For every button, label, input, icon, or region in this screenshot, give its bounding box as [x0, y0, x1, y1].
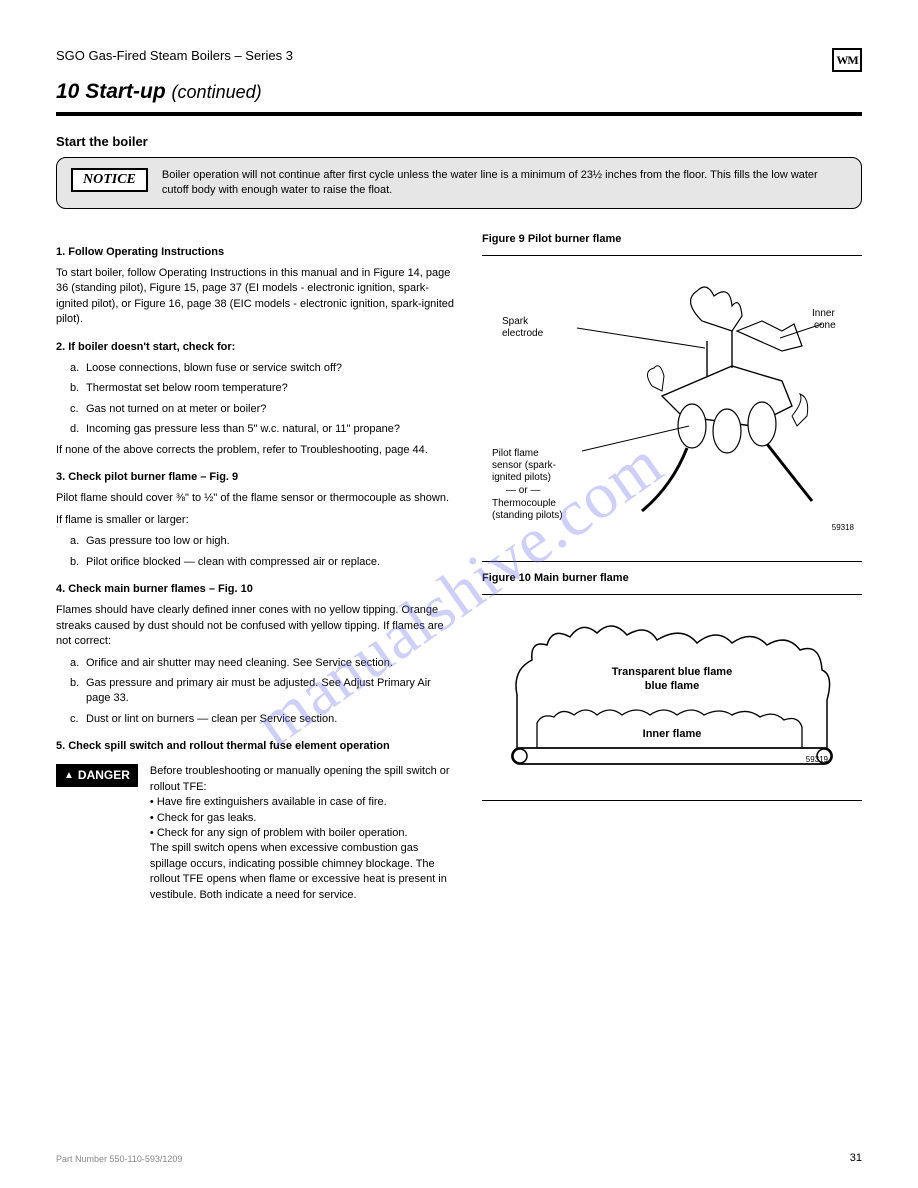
fig-rule	[482, 561, 862, 562]
notice-label: NOTICE	[71, 168, 148, 192]
fig9-label-sensor: Pilot flame	[492, 448, 539, 459]
step1-heading: 1. Follow Operating Instructions	[56, 245, 458, 260]
figure-9: Figure 9 Pilot burner flame	[482, 233, 862, 562]
step3-body1: Pilot flame should cover ⅜" to ½" of the…	[56, 491, 458, 506]
fig10-label-outer: Transparent blue flame	[612, 666, 732, 678]
svg-text:Thermocouple: Thermocouple	[492, 498, 556, 509]
svg-text:cone: cone	[814, 320, 836, 331]
figure-10: Figure 10 Main burner flame Transparent …	[482, 572, 862, 801]
step3-list: a.Gas pressure too low or high. b.Pilot …	[70, 534, 458, 570]
fig-rule	[482, 594, 862, 595]
list-item: a.Orifice and air shutter may need clean…	[70, 656, 458, 671]
step4-heading: 4. Check main burner flames – Fig. 10	[56, 582, 458, 597]
danger-box: DANGER Before troubleshooting or manuall…	[56, 764, 458, 909]
fig9-label-spark: Spark	[502, 316, 529, 327]
figure9-illustration: Spark electrode Inner cone Pilot flame s…	[482, 266, 862, 546]
figure9-caption: Figure 9 Pilot burner flame	[482, 233, 862, 245]
list-item: a.Gas pressure too low or high.	[70, 534, 458, 549]
right-column: Figure 9 Pilot burner flame	[482, 233, 862, 909]
list-item: c.Dust or lint on burners — clean per Se…	[70, 712, 458, 727]
step2-heading: 2. If boiler doesn't start, check for:	[56, 340, 458, 355]
fig-rule	[482, 255, 862, 256]
notice-box: NOTICE Boiler operation will not continu…	[56, 157, 862, 209]
step5-heading: 5. Check spill switch and rollout therma…	[56, 739, 458, 754]
step4-body: Flames should have clearly defined inner…	[56, 603, 458, 649]
svg-text:electrode: electrode	[502, 328, 544, 339]
danger-label: DANGER	[56, 764, 138, 787]
step1-text: To start boiler, follow Operating Instru…	[56, 266, 458, 328]
svg-text:ignited pilots): ignited pilots)	[492, 472, 551, 483]
figure10-illustration: Transparent blue flame blue flame Inner …	[482, 605, 862, 785]
step3-body2: If flame is smaller or larger:	[56, 513, 458, 528]
page-number: 31	[850, 1152, 862, 1164]
svg-text:sensor (spark-: sensor (spark-	[492, 460, 556, 471]
svg-text:(standing pilots): (standing pilots)	[492, 510, 563, 521]
step3-heading: 3. Check pilot burner flame – Fig. 9	[56, 470, 458, 485]
list-item: b.Gas pressure and primary air must be a…	[70, 676, 458, 707]
part-number: Part Number 550-110-593/1209	[56, 1154, 182, 1164]
fig9-label-inner: Inner	[812, 308, 835, 319]
page-header: SGO Gas-Fired Steam Boilers – Series 3 W…	[56, 48, 862, 72]
svg-text:— or —: — or —	[506, 485, 540, 496]
notice-text: Boiler operation will not continue after…	[162, 168, 847, 198]
danger-text: Before troubleshooting or manually openi…	[150, 764, 458, 903]
section-title: 10 Start-up (continued)	[56, 80, 862, 104]
list-item: a.Loose connections, blown fuse or servi…	[70, 361, 458, 376]
figure10-caption: Figure 10 Main burner flame	[482, 572, 862, 584]
list-item: b.Pilot orifice blocked — clean with com…	[70, 555, 458, 570]
fig10-label-inner: Inner flame	[643, 728, 702, 740]
svg-text:blue flame: blue flame	[645, 680, 699, 692]
list-item: b.Thermostat set below room temperature?	[70, 381, 458, 396]
subsection-heading: Start the boiler	[56, 134, 862, 149]
section-rule	[56, 112, 862, 116]
section-number: 10	[56, 80, 79, 103]
fig-rule	[482, 800, 862, 801]
brand-logo: WM	[832, 48, 862, 72]
left-column: 1. Follow Operating Instructions To star…	[56, 233, 458, 909]
section-subtitle: (continued)	[172, 82, 262, 102]
step2-tail: If none of the above corrects the proble…	[56, 443, 458, 458]
section-name: Start-up	[85, 80, 166, 103]
list-item: d.Incoming gas pressure less than 5" w.c…	[70, 422, 458, 437]
step4-list: a.Orifice and air shutter may need clean…	[70, 656, 458, 728]
fig10-number: 59319	[806, 755, 829, 764]
fig9-number: 59318	[832, 523, 855, 532]
model-label: SGO Gas-Fired Steam Boilers – Series 3	[56, 48, 293, 63]
content-columns: 1. Follow Operating Instructions To star…	[56, 233, 862, 909]
step2-list: a.Loose connections, blown fuse or servi…	[70, 361, 458, 438]
list-item: c.Gas not turned on at meter or boiler?	[70, 402, 458, 417]
